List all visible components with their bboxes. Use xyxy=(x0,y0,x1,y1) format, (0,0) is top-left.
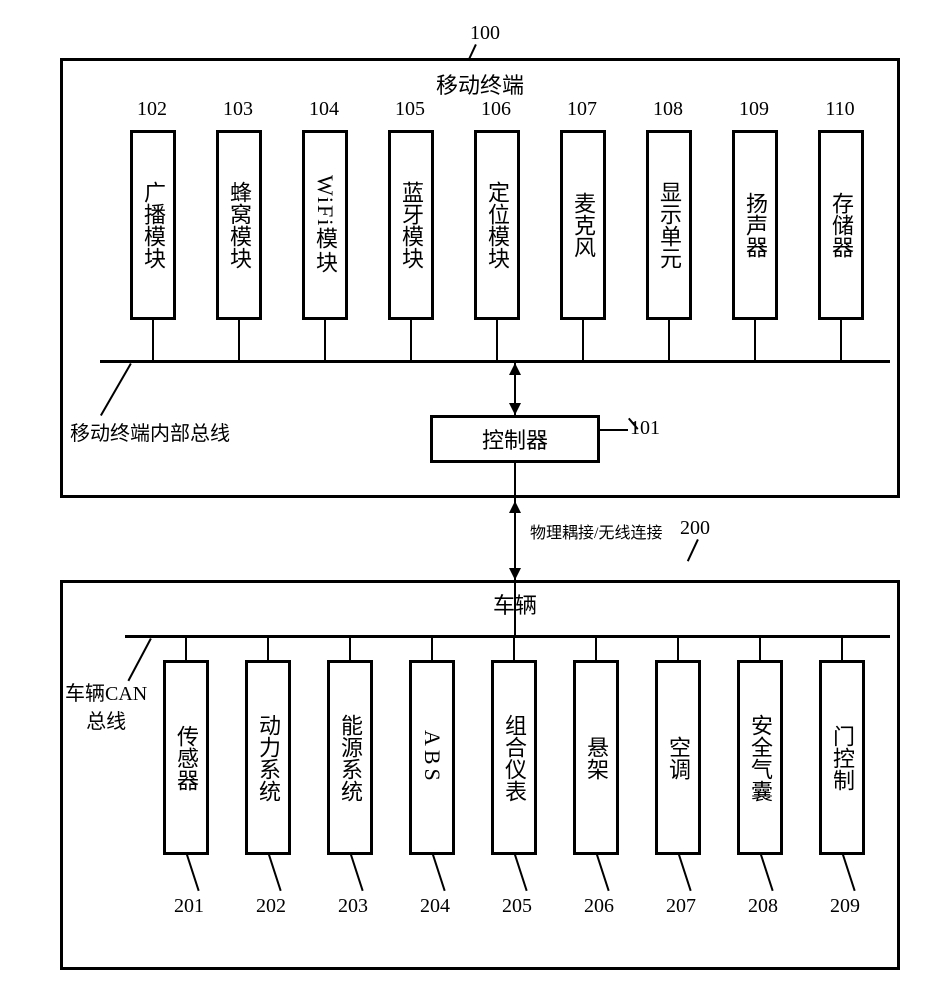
upper-module-108: 显示单元 xyxy=(646,130,692,320)
upper-module-104: WiFi模块 xyxy=(302,130,348,320)
upper-title: 移动终端 xyxy=(400,68,560,100)
upper-conn-108 xyxy=(668,320,670,360)
upper-module-103: 蜂窝模块 xyxy=(216,130,262,320)
upper-conn-106 xyxy=(496,320,498,360)
upper-sys-number: 100 xyxy=(455,22,515,45)
lower-conn-203 xyxy=(349,638,351,660)
upper-conn-110 xyxy=(840,320,842,360)
lower-conn-202 xyxy=(267,638,269,660)
upper-num-109: 109 xyxy=(724,98,784,121)
upper-module-105: 蓝牙模块 xyxy=(388,130,434,320)
leader-101-h xyxy=(600,429,628,431)
arrow-inter-up xyxy=(509,501,521,513)
upper-conn-109 xyxy=(754,320,756,360)
upper-num-104: 104 xyxy=(294,98,354,121)
controller-number: 101 xyxy=(630,417,660,440)
lower-module-204: ABS xyxy=(409,660,455,855)
edge-to-lowerbus xyxy=(514,583,516,635)
lower-num-209: 209 xyxy=(815,895,875,918)
lower-module-202: 动力系统 xyxy=(245,660,291,855)
lower-num-208: 208 xyxy=(733,895,793,918)
diagram-canvas: 100 移动终端 102 广播模块 103 蜂窝模块 104 WiFi模块 105 蓝牙模块 106… xyxy=(20,20,907,980)
upper-conn-104 xyxy=(324,320,326,360)
lower-sys-number: 200 xyxy=(680,517,710,540)
upper-conn-102 xyxy=(152,320,154,360)
upper-num-107: 107 xyxy=(552,98,612,121)
upper-module-106: 定位模块 xyxy=(474,130,520,320)
upper-num-105: 105 xyxy=(380,98,440,121)
lower-module-201: 传感器 xyxy=(163,660,209,855)
lower-module-207: 空调 xyxy=(655,660,701,855)
upper-num-102: 102 xyxy=(122,98,182,121)
upper-module-102: 广播模块 xyxy=(130,130,176,320)
upper-conn-105 xyxy=(410,320,412,360)
lower-bus-line xyxy=(125,635,890,638)
lower-conn-207 xyxy=(677,638,679,660)
upper-conn-107 xyxy=(582,320,584,360)
upper-bus-label: 移动终端内部总线 xyxy=(70,420,230,448)
upper-num-110: 110 xyxy=(810,98,870,121)
upper-module-110: 存储器 xyxy=(818,130,864,320)
upper-conn-103 xyxy=(238,320,240,360)
leader-200 xyxy=(687,539,699,562)
lower-module-208: 安全气囊 xyxy=(737,660,783,855)
arrow-bus-ctrl-down xyxy=(509,403,521,415)
lower-conn-206 xyxy=(595,638,597,660)
lower-num-206: 206 xyxy=(569,895,629,918)
lower-module-209: 门控制 xyxy=(819,660,865,855)
lower-num-201: 201 xyxy=(159,895,219,918)
upper-num-108: 108 xyxy=(638,98,698,121)
lower-num-204: 204 xyxy=(405,895,465,918)
arrow-inter-down xyxy=(509,568,521,580)
lower-module-206: 悬架 xyxy=(573,660,619,855)
ctrl-to-edge xyxy=(514,463,516,501)
controller-box: 控制器 xyxy=(430,415,600,463)
lower-module-205: 组合仪表 xyxy=(491,660,537,855)
lower-num-202: 202 xyxy=(241,895,301,918)
lower-conn-204 xyxy=(431,638,433,660)
lower-conn-209 xyxy=(841,638,843,660)
connection-label: 物理耦接/无线连接 xyxy=(530,519,662,543)
lower-num-203: 203 xyxy=(323,895,383,918)
upper-bus-line xyxy=(100,360,890,363)
lower-conn-201 xyxy=(185,638,187,660)
lower-conn-205 xyxy=(513,638,515,660)
lower-num-207: 207 xyxy=(651,895,711,918)
arrow-bus-ctrl-up xyxy=(509,363,521,375)
lower-num-205: 205 xyxy=(487,895,547,918)
upper-module-109: 扬声器 xyxy=(732,130,778,320)
upper-num-103: 103 xyxy=(208,98,268,121)
lower-module-203: 能源系统 xyxy=(327,660,373,855)
upper-module-107: 麦克风 xyxy=(560,130,606,320)
lower-conn-208 xyxy=(759,638,761,660)
upper-num-106: 106 xyxy=(466,98,526,121)
lower-bus-label: 车辆CAN 总线 xyxy=(65,680,147,736)
